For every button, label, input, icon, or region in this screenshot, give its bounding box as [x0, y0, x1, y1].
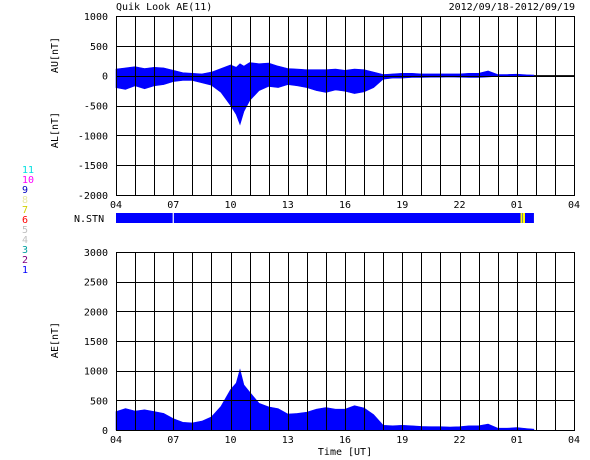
ae-y-tick-label: 2000 — [84, 307, 108, 318]
au-al-x-tick-label: 04 — [568, 200, 580, 211]
station-legend-item: 1 — [22, 265, 28, 276]
au-al-y-tick-label: -1500 — [78, 161, 108, 172]
ae-x-tick-label: 04 — [110, 435, 122, 446]
station-legend-item: 4 — [22, 235, 28, 246]
ae-x-tick-label: 16 — [339, 435, 351, 446]
station-yellow-mark — [520, 213, 523, 223]
au-al-x-tick-label: 07 — [167, 200, 179, 211]
au-al-x-tick-label: 19 — [396, 200, 408, 211]
ae-y-tick-label: 0 — [102, 426, 108, 437]
ae-x-tick-label: 04 — [568, 435, 580, 446]
ae-x-tick-label: 10 — [224, 435, 236, 446]
au-al-x-ticks: 04 07 10 13 16 19 22 01 04 — [110, 200, 580, 211]
au-al-x-tick-label: 13 — [282, 200, 294, 211]
au-al-y-tick-label: -500 — [84, 102, 108, 113]
station-legend-item: 3 — [22, 245, 28, 256]
au-al-x-tick-label: 16 — [339, 200, 351, 211]
station-count-fill — [116, 213, 534, 223]
au-al-panel: 1000 500 0 -500 -1000 -1500 -2000 04 07 10 13 16 19… — [50, 12, 580, 211]
station-bar-label: N.STN — [74, 214, 104, 225]
ae-y-tick-label: 500 — [90, 396, 108, 407]
ae-x-tick-label: 13 — [282, 435, 294, 446]
station-legend-item: 10 — [22, 175, 34, 186]
x-axis-label: Time [UT] — [318, 447, 372, 458]
au-al-grid — [116, 16, 575, 196]
ae-area-path — [115, 368, 535, 431]
au-al-y-tick-label: -2000 — [78, 191, 108, 202]
al-axis-label: AL[nT] — [50, 112, 61, 148]
ae-x-tick-label: 22 — [453, 435, 465, 446]
ae-grid — [116, 252, 575, 431]
station-legend-item: 11 — [22, 165, 34, 176]
au-al-y-tick-label: -1000 — [78, 131, 108, 142]
au-al-area-path — [115, 62, 535, 126]
station-legend-item: 5 — [22, 225, 28, 236]
au-al-frame — [116, 16, 575, 196]
station-legend-item: 8 — [22, 195, 28, 206]
station-legend-item: 9 — [22, 185, 28, 196]
au-al-y-ticks: 1000 500 0 -500 -1000 -1500 -2000 — [78, 12, 108, 202]
au-axis-label: AU[nT] — [50, 37, 61, 73]
ae-y-ticks: 3000 2500 2000 1500 1000 500 0 — [84, 248, 108, 437]
ae-area — [115, 368, 535, 431]
ae-x-tick-label: 19 — [396, 435, 408, 446]
date-range: 2012/09/18-2012/09/19 — [449, 2, 575, 13]
au-al-x-tick-label: 22 — [453, 200, 465, 211]
au-al-y-tick-label: 1000 — [84, 12, 108, 23]
ae-axis-label: AE[nT] — [50, 322, 61, 358]
ae-frame — [116, 252, 575, 431]
au-al-x-tick-label: 04 — [110, 200, 122, 211]
ae-y-tick-label: 3000 — [84, 248, 108, 259]
ae-x-tick-label: 01 — [511, 435, 523, 446]
station-yellow-mark — [523, 213, 526, 223]
au-al-y-tick-label: 500 — [90, 42, 108, 53]
ae-x-ticks: 04 07 10 13 16 19 22 01 04 — [110, 435, 580, 446]
station-count-bar: N.STN — [74, 213, 534, 225]
au-al-x-tick-label: 01 — [511, 200, 523, 211]
station-legend-item: 7 — [22, 205, 28, 216]
au-al-y-tick-label: 0 — [102, 72, 108, 83]
station-legend-item: 2 — [22, 255, 28, 266]
ae-y-tick-label: 1500 — [84, 337, 108, 348]
station-legend-item: 6 — [22, 215, 28, 226]
au-al-x-tick-label: 10 — [224, 200, 236, 211]
ae-y-tick-label: 1000 — [84, 367, 108, 378]
ae-y-tick-label: 2500 — [84, 278, 108, 289]
ae-x-tick-label: 07 — [167, 435, 179, 446]
plot-title: Quik Look AE(11) — [116, 2, 212, 13]
